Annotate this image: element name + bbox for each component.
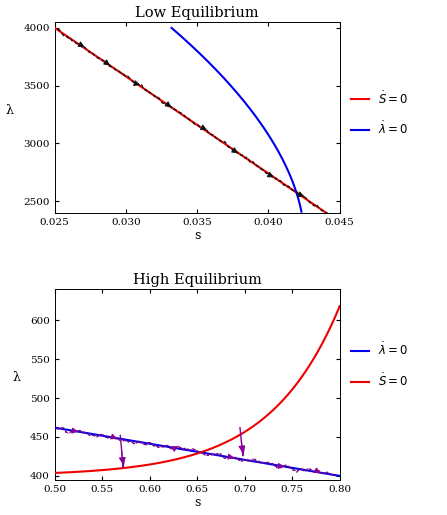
Title: Low Equilibrium: Low Equilibrium [135, 6, 259, 20]
Legend: $\dot{S}=0$, $\dot{\lambda}=0$: $\dot{S}=0$, $\dot{\lambda}=0$ [351, 90, 409, 137]
Title: High Equilibrium: High Equilibrium [133, 272, 261, 286]
X-axis label: s: s [194, 230, 200, 243]
Legend: $\dot{\lambda}=0$, $\dot{S}=0$: $\dot{\lambda}=0$, $\dot{S}=0$ [351, 342, 409, 389]
X-axis label: s: s [194, 496, 200, 509]
Y-axis label: λ: λ [12, 371, 20, 385]
Y-axis label: λ: λ [5, 105, 13, 117]
